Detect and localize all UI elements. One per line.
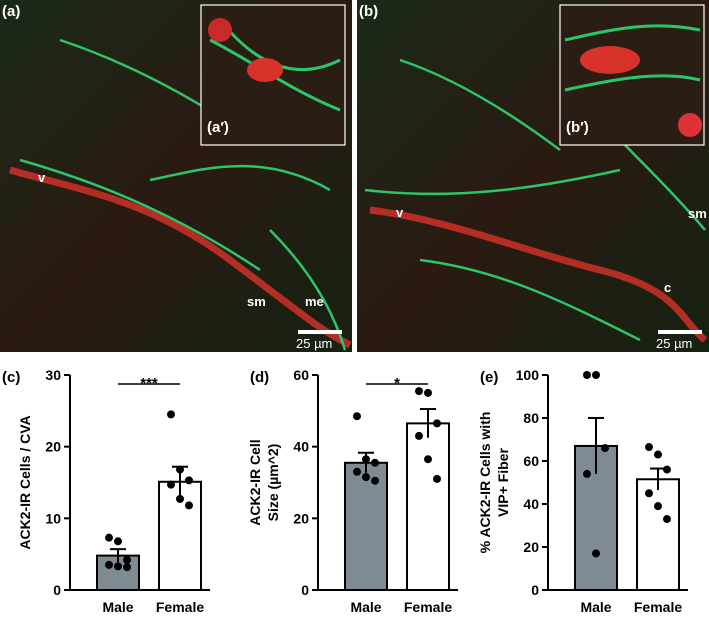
data-point [353,412,361,421]
data-point [654,450,662,459]
y-axis-label: VIP+ Fiber [495,448,511,517]
y-tick-label: 0 [531,582,539,598]
data-point [123,555,131,564]
data-point [433,474,441,483]
scale-bar: 25 µm [296,336,332,351]
y-tick-label: 0 [301,582,309,598]
bar [636,478,680,591]
y-axis-label: ACK2-IR Cell [247,439,263,525]
data-point [645,489,653,498]
y-tick-label: 10 [45,510,61,526]
data-point [176,494,184,503]
data-point [114,562,122,571]
data-point [415,387,423,396]
x-tick-label: Male [102,599,133,615]
data-point [433,419,441,428]
significance: * [394,375,400,392]
data-point [176,465,184,474]
data-point [105,533,113,542]
significance: *** [140,375,158,392]
y-tick-label: 0 [53,582,61,598]
y-tick-label: 80 [523,410,539,426]
x-tick-label: Male [580,599,611,615]
annotation: sm [247,294,266,309]
bar [344,461,388,591]
panel-label: (a) [2,3,20,20]
inset-label: (b′) [566,119,589,136]
data-point [424,455,432,464]
data-point [353,467,361,476]
x-tick-label: Female [156,599,204,615]
annotation: v [396,205,404,220]
panel-label: (c) [2,369,20,386]
panel-label: (e) [480,369,498,386]
y-axis-label: Size (µm^2) [265,444,281,522]
y-tick-label: 20 [523,539,539,555]
y-tick-label: 20 [45,439,61,455]
annotation: me [305,294,324,309]
y-tick-label: 40 [523,496,539,512]
data-point [123,563,131,572]
scale-bar: 25 µm [656,336,692,351]
y-tick-label: 20 [293,510,309,526]
annotation: sm [688,206,707,221]
bar [406,422,450,591]
image-panel-a: (a) (a′) v sm me 25 µm [0,0,352,352]
data-point [654,502,662,511]
x-tick-label: Female [634,599,682,615]
y-tick-label: 100 [516,367,540,383]
data-point [592,371,600,379]
data-point [114,537,122,546]
data-point [362,455,370,464]
data-point [185,501,193,510]
data-point [371,476,379,485]
data-point [583,371,591,379]
data-point [601,444,609,453]
y-axis-label: ACK2-IR Cells / CVA [17,415,33,549]
data-point [592,549,600,558]
annotation: v [38,170,46,185]
data-point [105,560,113,569]
panel-label: (d) [250,369,269,386]
image-panel-b: (b) (b′) v sm c 25 µm [357,0,709,352]
inset-label: (a′) [207,119,229,136]
data-point [424,388,432,397]
data-point [362,473,370,482]
data-point [645,443,653,452]
data-point [415,431,423,440]
y-tick-label: 40 [293,439,309,455]
panel-label: (b) [359,3,378,20]
data-point [583,469,591,478]
data-point [167,410,175,419]
y-tick-label: 30 [45,367,61,383]
data-point [663,465,671,474]
data-point [663,515,671,524]
data-point [185,476,193,485]
x-tick-label: Female [404,599,452,615]
annotation: c [664,280,671,295]
y-axis-label: % ACK2-IR Cells with [477,412,493,554]
data-point [167,480,175,489]
y-tick-label: 60 [293,367,309,383]
x-tick-label: Male [350,599,381,615]
y-tick-label: 60 [523,453,539,469]
data-point [371,458,379,467]
